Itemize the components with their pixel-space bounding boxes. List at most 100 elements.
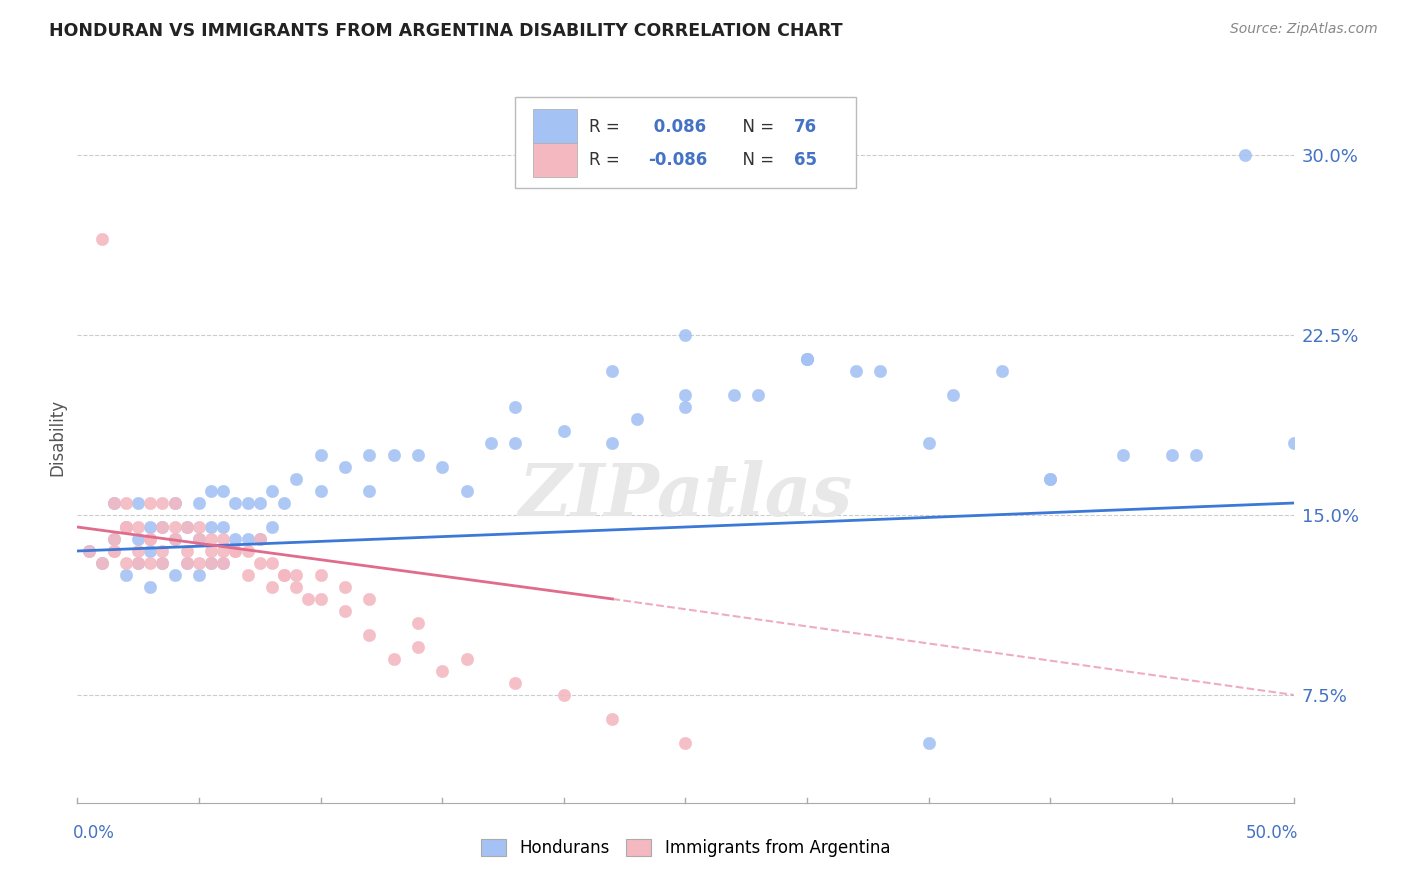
Point [1039,472,1062,486]
Point [1233,148,1256,162]
Point [224,496,246,510]
Text: 65: 65 [793,152,817,169]
Point [79,544,101,558]
Text: ZIPatlas: ZIPatlas [519,460,852,531]
FancyBboxPatch shape [533,143,578,178]
Point [260,483,283,498]
Point [152,556,174,570]
Point [103,544,125,558]
Point [115,520,138,534]
Point [796,352,818,367]
Point [382,448,405,462]
Point [103,532,125,546]
Text: R =: R = [589,118,626,136]
Point [224,532,246,546]
Point [127,520,149,534]
Point [249,532,271,546]
Point [115,568,138,582]
Point [103,496,125,510]
Point [918,436,941,450]
Point [200,483,222,498]
Point [1039,472,1062,486]
Point [236,568,259,582]
Point [333,460,356,475]
Point [212,556,235,570]
Point [163,568,186,582]
Point [273,496,295,510]
Point [333,580,356,594]
Point [602,436,624,450]
Point [152,496,174,510]
Point [675,328,697,343]
Text: 76: 76 [793,118,817,136]
Point [200,556,222,570]
Point [176,556,198,570]
Point [139,556,162,570]
Point [188,532,211,546]
Point [152,544,174,558]
Text: 0.086: 0.086 [648,118,706,136]
Point [236,496,259,510]
Point [127,556,149,570]
Point [359,448,381,462]
Text: Source: ZipAtlas.com: Source: ZipAtlas.com [1230,22,1378,37]
Point [553,100,575,114]
Text: 0.0%: 0.0% [73,824,114,842]
Point [503,676,526,690]
Point [163,532,186,546]
Point [115,520,138,534]
Text: R =: R = [589,152,626,169]
Point [796,352,818,367]
Point [249,496,271,510]
Point [176,556,198,570]
Point [503,400,526,414]
Point [236,532,259,546]
Point [103,532,125,546]
Point [188,556,211,570]
Point [675,388,697,402]
Point [479,436,502,450]
Point [553,688,575,702]
Point [430,460,453,475]
Point [273,568,295,582]
Point [602,364,624,378]
Y-axis label: Disability: Disability [48,399,66,475]
Point [285,580,308,594]
Point [406,448,429,462]
Point [260,580,283,594]
Point [90,232,112,246]
Point [430,664,453,678]
Point [139,496,162,510]
Point [602,712,624,726]
Point [90,556,112,570]
Point [1112,448,1135,462]
Point [273,568,295,582]
Point [127,496,149,510]
Point [188,532,211,546]
Point [942,388,965,402]
Point [456,652,478,666]
Point [127,544,149,558]
Point [990,364,1012,378]
Point [127,532,149,546]
Point [176,520,198,534]
Point [503,436,526,450]
Point [200,520,222,534]
Point [456,483,478,498]
Point [163,532,186,546]
Point [675,736,697,750]
Text: N =: N = [731,152,779,169]
Point [115,556,138,570]
Point [188,568,211,582]
Point [212,520,235,534]
Point [212,544,235,558]
Point [212,483,235,498]
Point [359,628,381,642]
Point [152,520,174,534]
Point [103,496,125,510]
Point [845,364,868,378]
FancyBboxPatch shape [533,110,578,144]
Text: N =: N = [731,118,779,136]
Point [212,556,235,570]
Point [176,520,198,534]
